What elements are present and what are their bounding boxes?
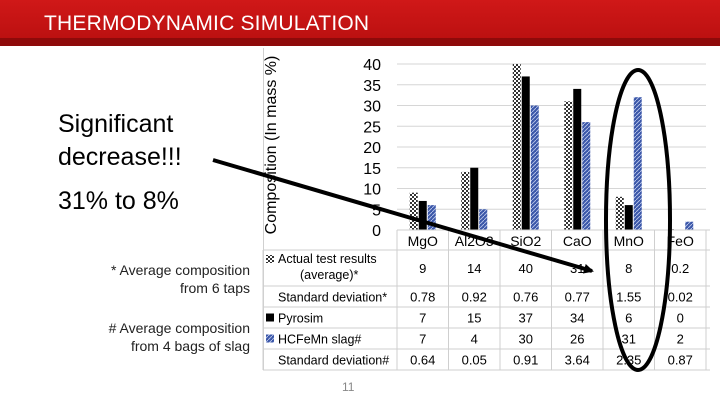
table-row-label: Actual test results: [278, 252, 377, 266]
table-cell: 0.77: [565, 290, 590, 305]
y-tick-label: 10: [363, 182, 381, 199]
y-tick-label: 40: [363, 57, 381, 74]
x-category-label: SiO2: [510, 233, 541, 249]
table-cell: 8: [625, 261, 632, 276]
bar-series: [409, 64, 694, 231]
bar-actual: [615, 196, 624, 230]
table-row-label: HCFeMn slag#: [278, 333, 361, 347]
legend-swatch: [266, 334, 274, 343]
divider-line: [263, 48, 264, 370]
table-cell: 0.87: [668, 353, 693, 368]
table-cell: 6: [625, 311, 632, 326]
table-cell: 0.76: [513, 290, 538, 305]
y-tick-label: 20: [363, 140, 381, 157]
table-cell: 0.91: [513, 353, 538, 368]
callout-line-range: 31% to 8%: [58, 187, 179, 215]
page-number: 11: [342, 380, 355, 394]
callout-line-decrease: decrease!!!: [58, 143, 182, 171]
y-tick-label: 35: [363, 78, 381, 95]
bar-hcfemn: [479, 209, 488, 230]
x-category-label: Al2O3: [455, 233, 494, 249]
table-row-label: Standard deviation#: [278, 354, 389, 368]
table-cell: 1.55: [616, 290, 641, 305]
callout-arrow: [212, 158, 594, 274]
bar-pyrosim: [470, 167, 479, 230]
x-category-label: FeO: [667, 233, 694, 249]
bar-pyrosim: [573, 88, 582, 231]
table-cell: 0.2: [671, 261, 689, 276]
slide-title: THERMODYNAMIC SIMULATION: [44, 12, 370, 35]
bar-hcfemn: [685, 221, 694, 230]
table-cell: 0.05: [462, 353, 487, 368]
y-tick-label: 25: [363, 119, 381, 136]
table-cell: 0.78: [410, 290, 435, 305]
title-bar: [0, 0, 720, 46]
y-tick-label: 15: [363, 161, 381, 178]
bar-actual: [564, 101, 573, 230]
note-hash-line1: # Average composition: [108, 320, 250, 336]
table-cell: 2: [677, 332, 684, 347]
note-star-line1: * Average composition: [110, 262, 250, 278]
table-row-label: (average)*: [300, 268, 358, 282]
bar-hcfemn: [633, 97, 642, 230]
table-cell: 4: [471, 332, 478, 347]
legend-swatch: [266, 313, 274, 322]
table-cell: 37: [519, 311, 533, 326]
table-cell: 31: [622, 332, 636, 347]
legend-swatch: [266, 255, 274, 263]
table-cell: 7: [419, 332, 426, 347]
data-table: MgO Al2O3 SiO2 CaO MnO FeO Actual test results…: [262, 229, 710, 371]
highlight-ellipse: [604, 68, 672, 372]
bar-actual: [461, 171, 470, 230]
chart-gridlines: [397, 63, 706, 231]
y-tick-label: 0: [372, 223, 381, 240]
bar-pyrosim: [418, 200, 427, 230]
table-row-label: Standard deviation*: [278, 291, 387, 305]
y-tick-label: 30: [363, 99, 381, 116]
table-cell: 0.92: [462, 290, 487, 305]
table-cell: 7: [419, 311, 426, 326]
bar-hcfemn: [427, 205, 436, 230]
y-axis-tick-labels: 0 5 10 15 20 25 30 35 40: [363, 57, 381, 240]
table-cell: 0.64: [410, 353, 435, 368]
table-cell: 3.64: [565, 353, 590, 368]
table-cell: 34: [570, 311, 584, 326]
bar-pyrosim: [521, 76, 530, 230]
bar-actual: [512, 64, 521, 230]
title-bar-shadow: [0, 38, 720, 46]
y-axis-title: Composition (In mass %): [263, 56, 280, 235]
table-cell: 0.02: [668, 290, 693, 305]
x-category-label: MgO: [408, 233, 438, 249]
x-category-label: MnO: [614, 233, 644, 249]
note-hash-line2: from 4 bags of slag: [130, 338, 250, 354]
bar-pyrosim: [624, 205, 633, 230]
bar-hcfemn: [582, 122, 591, 230]
table-cell: 0: [677, 311, 684, 326]
note-star-line2: from 6 taps: [179, 280, 250, 296]
x-category-label: CaO: [563, 233, 592, 249]
table-cell: 9: [419, 261, 426, 276]
table-cell: 40: [519, 261, 533, 276]
table-cell: 30: [519, 332, 533, 347]
table-cell: 26: [570, 332, 584, 347]
table-row-label: Pyrosim: [278, 312, 323, 326]
bar-hcfemn: [530, 105, 539, 230]
table-cell: 15: [467, 311, 481, 326]
callout-line-significant: Significant: [58, 110, 174, 138]
y-tick-label: 5: [372, 202, 381, 219]
table-cell: 14: [467, 261, 481, 276]
bar-actual: [409, 192, 418, 230]
